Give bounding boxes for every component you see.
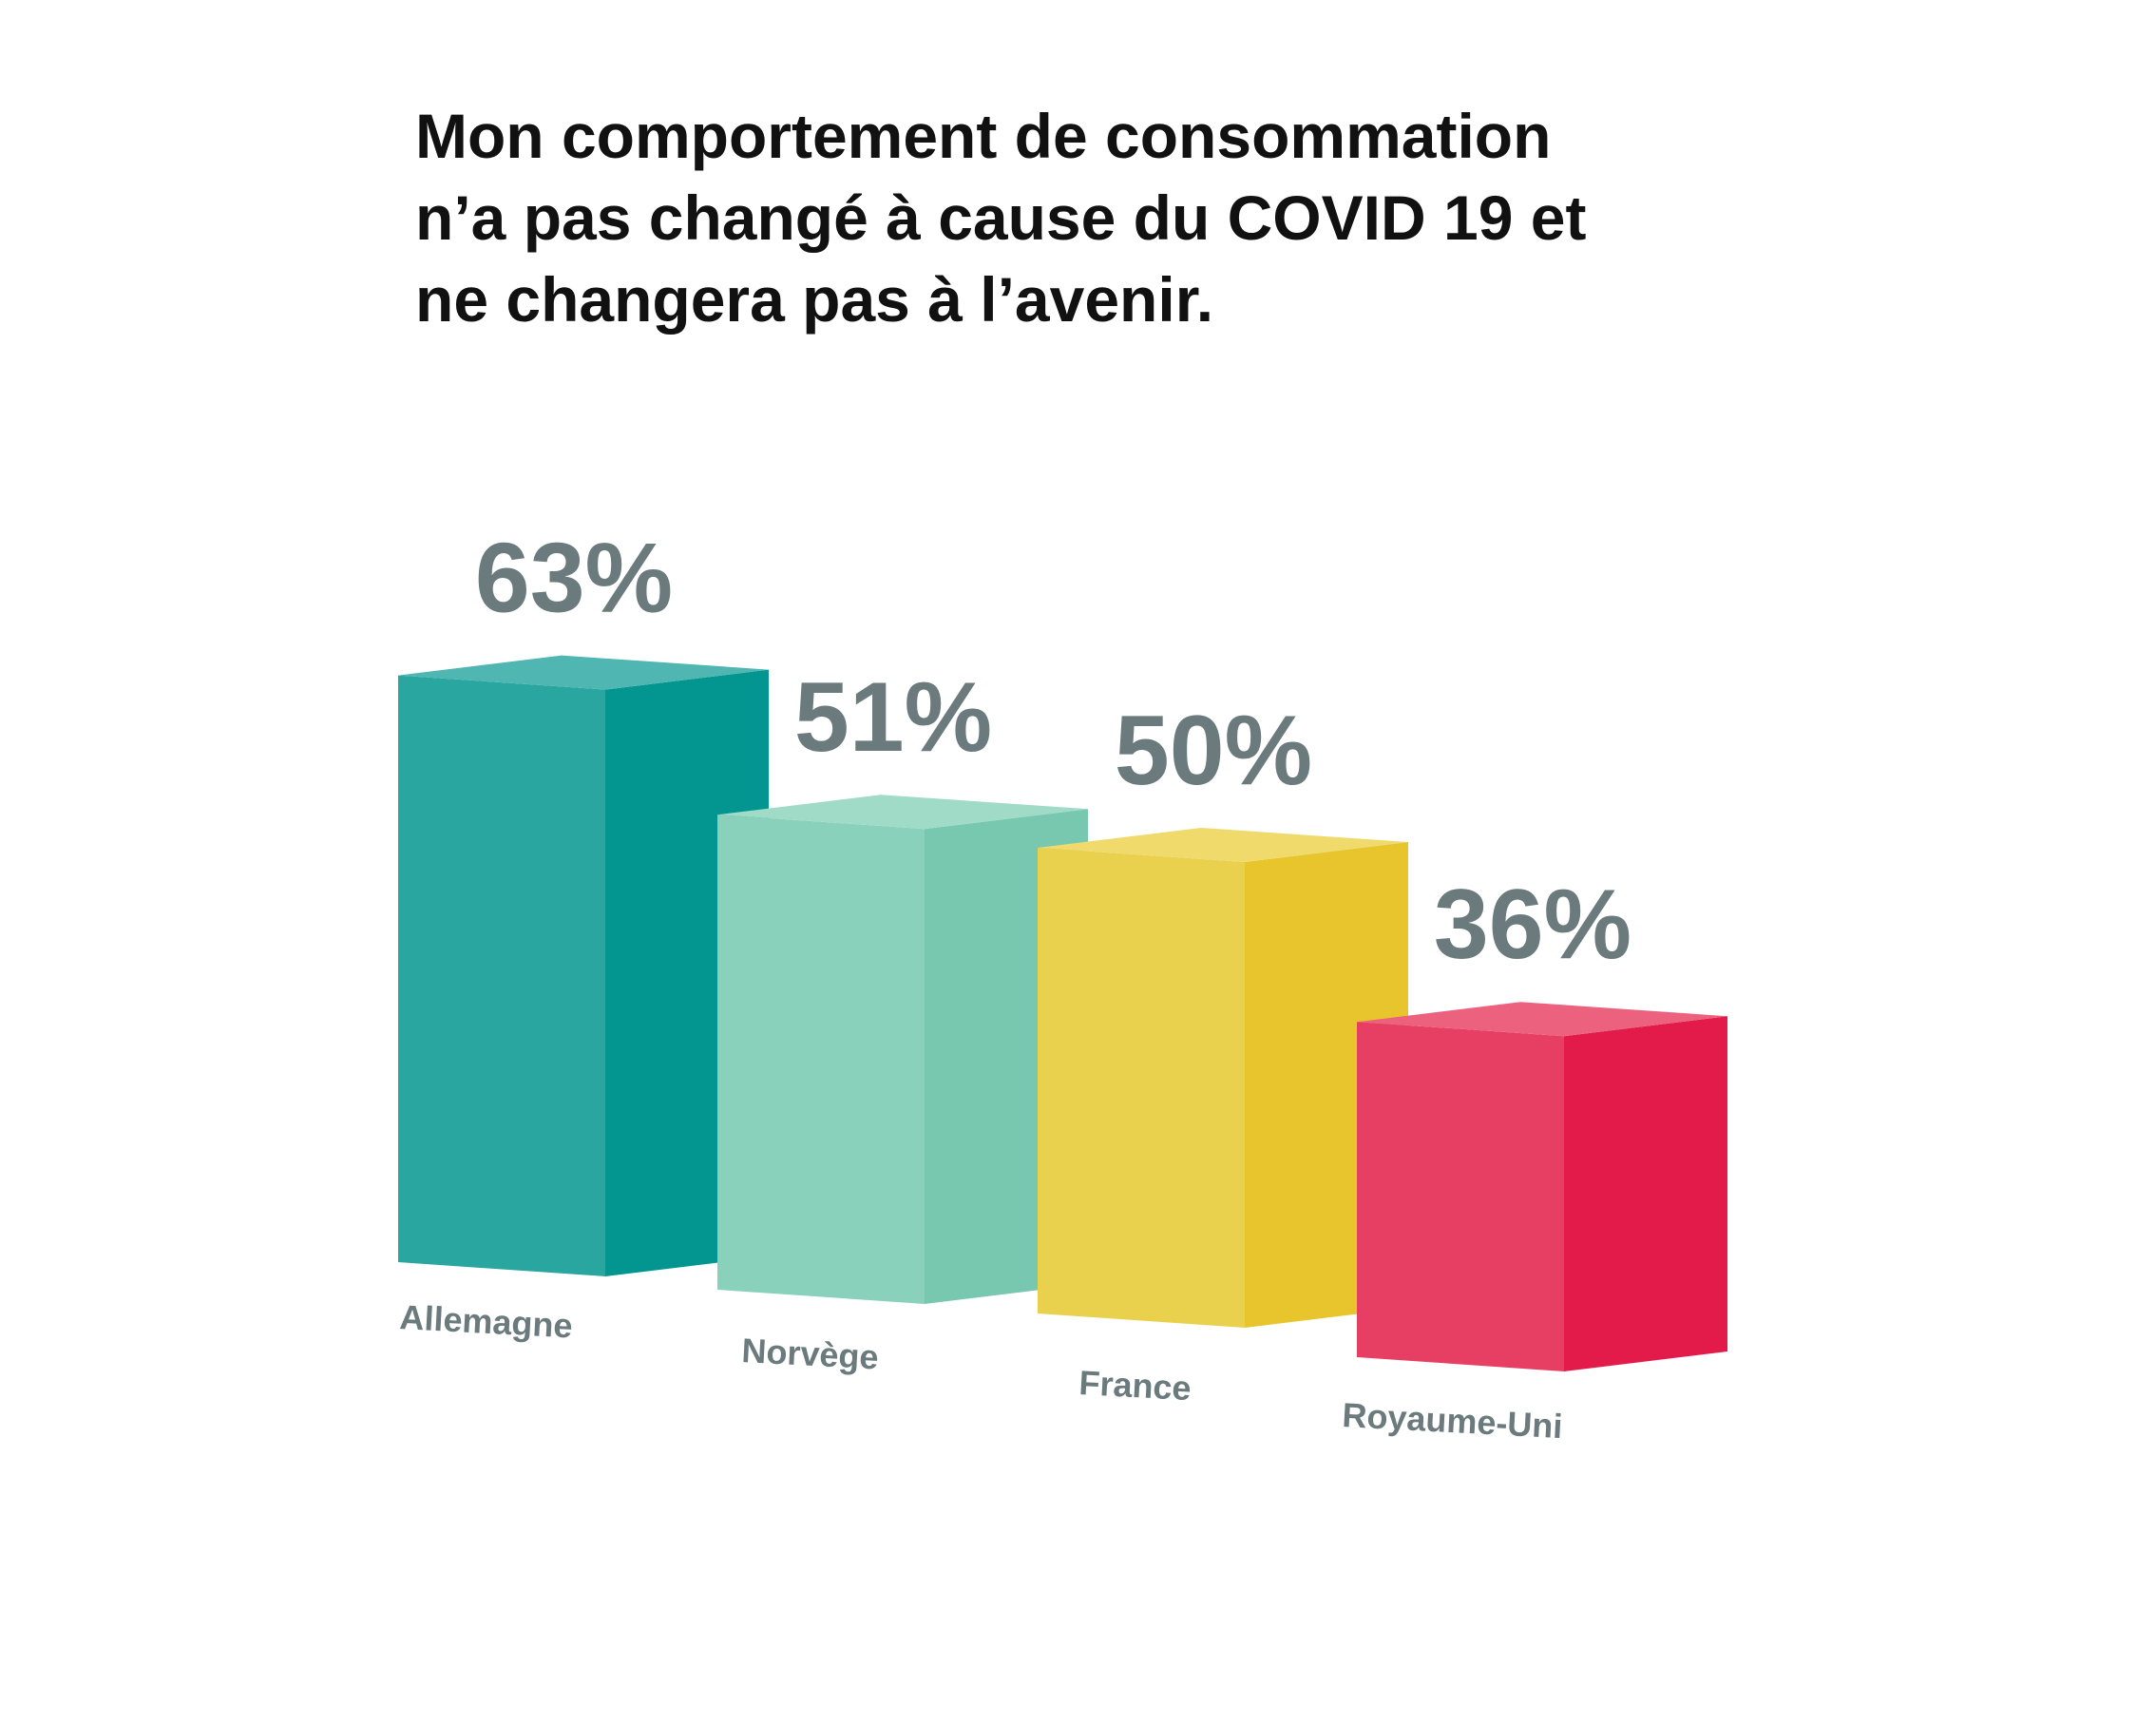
category-label-1: Allemagne [399,1297,574,1345]
bar-top-face [717,795,1088,830]
bar-top-face [1038,828,1408,862]
value-label-3: 50% [1115,696,1312,806]
bar-front-face [717,815,925,1304]
bar-1 [398,655,769,1276]
chart-title-line-1: Mon comportement de consommation [415,101,1552,171]
bar-front-face [398,675,605,1276]
value-label-2: 51% [794,662,992,773]
category-label-4: Royaume-Uni [1342,1395,1564,1446]
bar-front-face [1357,1022,1564,1371]
chart-title-line-3: ne changera pas à l’avenir. [415,264,1214,335]
bar-front-face [1038,848,1245,1328]
bar-top-face [398,655,769,690]
bar-4 [1357,1002,1727,1371]
bar-top-face [1357,1002,1727,1037]
chart-title: Mon comportement de consommation n’a pas… [415,95,1746,340]
category-label-3: France [1078,1363,1192,1408]
bar-side-face [1564,1016,1727,1371]
chart-title-line-2: n’a pas changé à cause du COVID 19 et [415,182,1587,253]
bar-2 [717,795,1088,1304]
value-label-4: 36% [1434,870,1631,980]
category-label-2: Norvège [741,1331,880,1376]
value-label-1: 63% [475,524,673,634]
bar-3 [1038,828,1408,1328]
